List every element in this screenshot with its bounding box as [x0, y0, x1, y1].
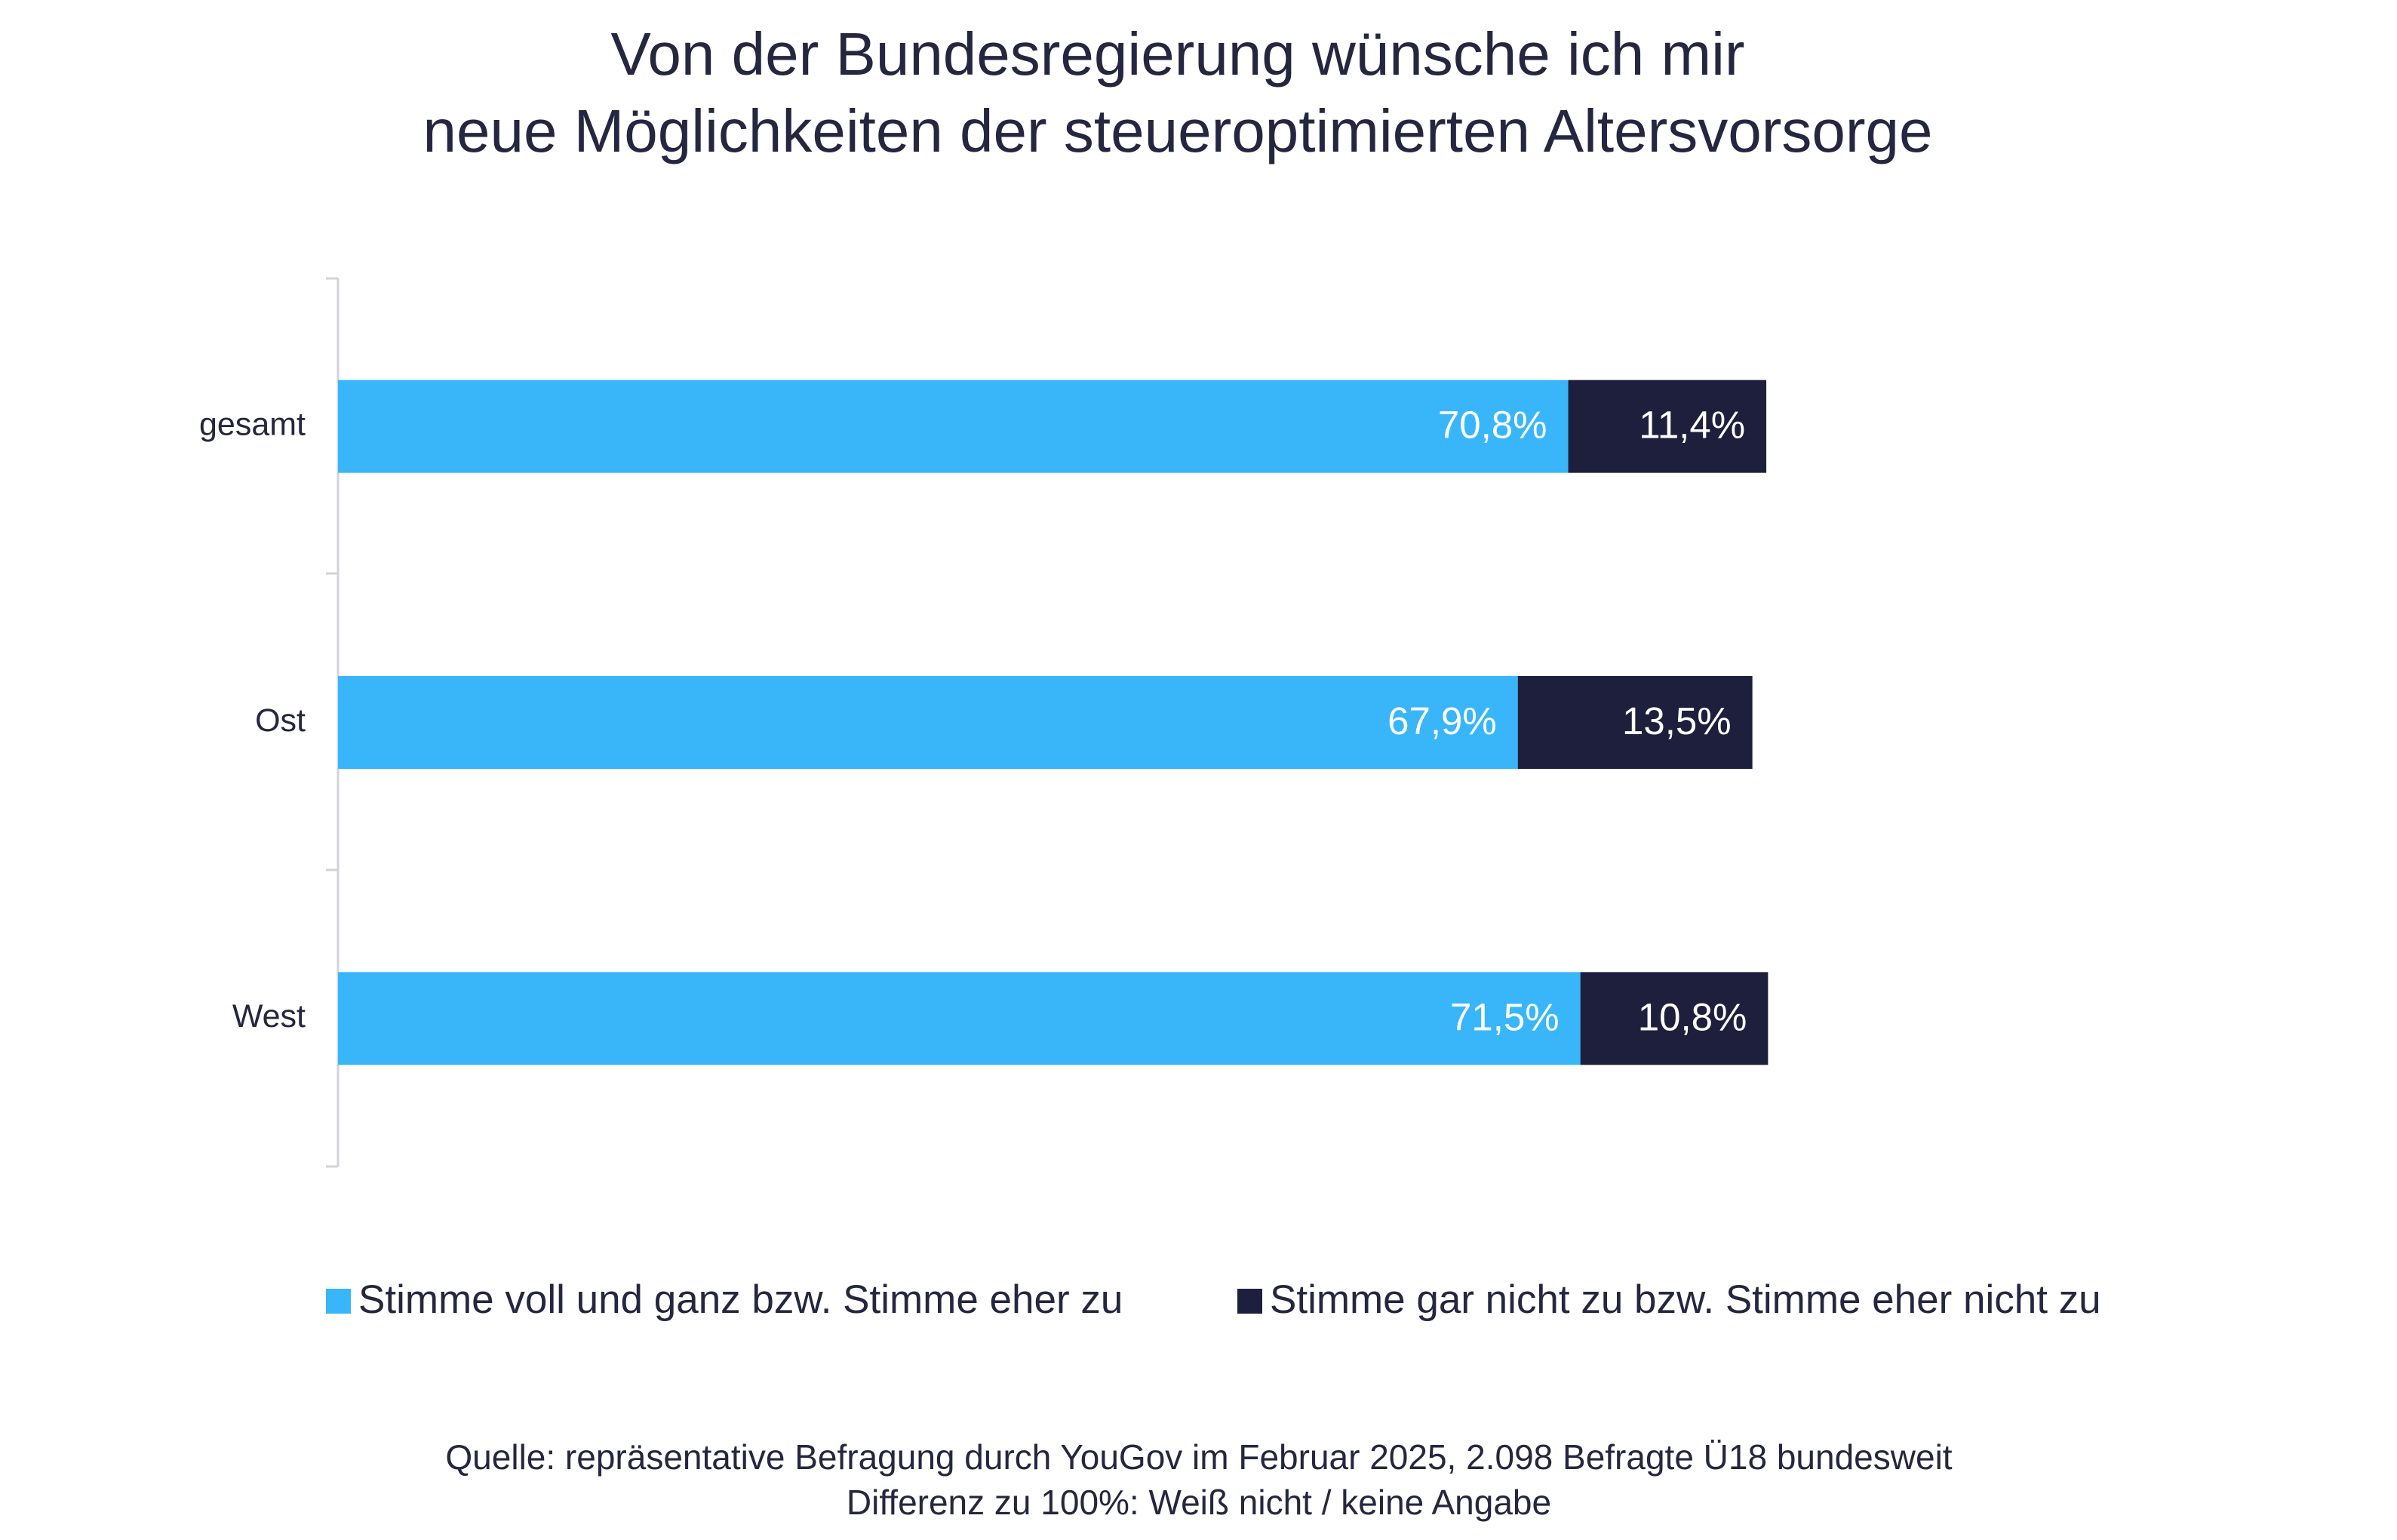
- data-label: 11,4%: [1639, 404, 1745, 447]
- bar-segment: [338, 676, 1518, 769]
- chart-title: neue Möglichkeiten der steueroptimierten…: [423, 97, 1932, 164]
- data-label: 13,5%: [1622, 699, 1732, 742]
- data-label: 71,5%: [1450, 995, 1560, 1038]
- y-tick-label: gesamt: [199, 407, 306, 443]
- bar-segment: [338, 380, 1569, 473]
- bar-segment: [1580, 972, 1769, 1065]
- legend-label: Stimme gar nicht zu bzw. Stimme eher nic…: [1270, 1277, 2101, 1322]
- bar-segment: [338, 972, 1581, 1065]
- y-tick-label: West: [232, 998, 306, 1034]
- footnote: Quelle: repräsentative Befragung durch Y…: [445, 1437, 1952, 1477]
- chart-title: Von der Bundesregierung wünsche ich mir: [610, 20, 1744, 88]
- data-label: 10,8%: [1638, 995, 1747, 1038]
- y-tick-label: Ost: [255, 702, 306, 739]
- bar-segment: [1517, 676, 1753, 769]
- legend-swatch: [326, 1289, 351, 1314]
- footnote: Differenz zu 100%: Weiß nicht / keine An…: [847, 1483, 1551, 1522]
- data-label: 67,9%: [1387, 699, 1497, 742]
- legend-label: Stimme voll und ganz bzw. Stimme eher zu: [358, 1277, 1123, 1322]
- data-label: 70,8%: [1438, 404, 1547, 447]
- legend-swatch: [1237, 1289, 1262, 1314]
- bar-segment: [1568, 380, 1767, 473]
